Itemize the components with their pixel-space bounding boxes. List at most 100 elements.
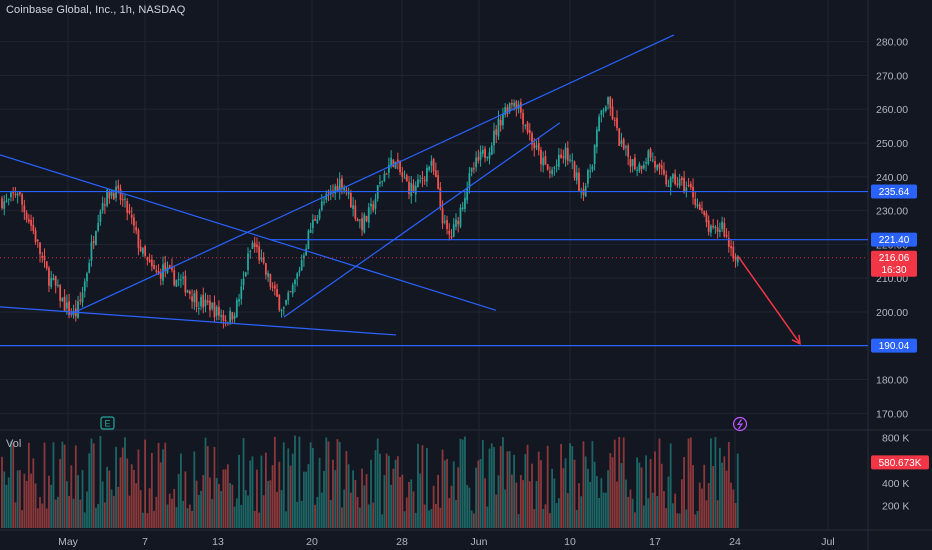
volume-bar — [426, 447, 428, 528]
volume-bar — [54, 499, 57, 528]
volume-bar — [258, 512, 261, 528]
candle-body — [466, 188, 469, 201]
candle-body — [705, 213, 708, 223]
volume-bar — [27, 442, 30, 528]
candle-body — [613, 119, 616, 121]
candle-body — [57, 285, 59, 287]
volume-bar — [59, 459, 62, 528]
volume-bar — [461, 439, 464, 528]
volume-bar — [656, 496, 659, 528]
volume-bar — [99, 435, 102, 528]
volume-bar — [325, 437, 328, 528]
candle-body — [323, 201, 325, 203]
candle-body — [358, 219, 361, 221]
candle-body — [564, 147, 567, 160]
candle-body — [578, 172, 580, 192]
candle-body — [654, 161, 656, 168]
candle-body — [645, 162, 647, 164]
volume-bar — [658, 438, 661, 528]
candle-body — [316, 219, 319, 224]
candle-body — [555, 164, 558, 166]
volume-bar — [135, 483, 138, 528]
candle-body — [399, 160, 401, 173]
volume-bar — [150, 452, 153, 528]
candle-body — [497, 118, 500, 137]
candle-body — [247, 253, 249, 271]
volume-bar — [235, 498, 238, 528]
candle-body — [553, 167, 556, 169]
candle-body — [649, 149, 652, 158]
candle-body — [379, 182, 381, 184]
volume-bar — [654, 451, 656, 528]
volume-bar — [119, 457, 122, 528]
volume-bar — [133, 469, 135, 528]
volume-bar — [247, 495, 249, 528]
volume-tick-label: 400 K — [882, 478, 909, 490]
candle-body — [524, 125, 527, 127]
volume-bar — [566, 493, 569, 528]
trendlines — [0, 34, 868, 347]
volume-bar — [531, 463, 533, 528]
candle-body — [542, 157, 545, 166]
volume-bar — [649, 459, 652, 528]
volume-bar — [162, 449, 164, 528]
volume-bar — [718, 447, 721, 528]
volume-bar — [79, 499, 82, 528]
volume-bar — [678, 513, 681, 528]
ascending-channel-upper — [67, 34, 675, 316]
candle-body — [408, 181, 410, 194]
candle-body — [441, 208, 444, 224]
candle-body — [347, 191, 350, 195]
candle-body — [667, 185, 670, 187]
candle-body — [685, 187, 688, 191]
volume-bar — [45, 508, 48, 528]
volume-bar — [685, 509, 688, 528]
candle-body — [99, 211, 102, 223]
candle-body — [712, 225, 715, 228]
volume-bar — [616, 481, 618, 528]
projection-arrow-shaft — [737, 255, 801, 345]
volume-bar — [211, 498, 214, 528]
candle-body — [374, 199, 377, 209]
volume-bar — [278, 461, 281, 528]
volume-bar — [604, 492, 607, 528]
candle-body — [128, 210, 131, 213]
volume-bar — [271, 465, 274, 528]
price-tick-label: 180.00 — [876, 375, 908, 387]
candle-body — [264, 263, 267, 275]
candle-body — [410, 183, 413, 197]
volume-bar — [238, 454, 240, 528]
volume-bar — [108, 470, 111, 528]
candle-body — [50, 278, 53, 288]
volume-bar — [213, 446, 216, 528]
volume-bar — [157, 442, 160, 528]
candle-body — [318, 210, 321, 219]
volume-bar — [184, 471, 187, 528]
volume-bar — [264, 452, 267, 528]
volume-bar — [260, 455, 263, 528]
volume-bar — [560, 443, 562, 528]
time-tick-label: May — [58, 536, 79, 548]
candle-body — [381, 180, 384, 182]
volume-bar — [676, 513, 679, 528]
volume-bar — [692, 465, 694, 528]
time-tick-label: Jun — [471, 536, 488, 548]
volume-bar — [383, 475, 386, 528]
candle-body — [155, 270, 158, 272]
candle-body — [430, 160, 433, 166]
volume-bar — [298, 436, 301, 528]
volume-bar — [508, 451, 511, 528]
candle-body — [455, 219, 457, 227]
volume-bar — [569, 443, 571, 528]
volume-bar — [403, 511, 406, 528]
candle-body — [414, 185, 417, 195]
price-tick-label: 200.00 — [876, 307, 908, 319]
candle-body — [734, 256, 737, 261]
candle-body — [457, 220, 460, 225]
volume-bar — [618, 436, 621, 528]
volume-bar — [578, 483, 580, 528]
volume-bar — [262, 495, 265, 528]
price-tick-label: 280.00 — [876, 37, 908, 49]
